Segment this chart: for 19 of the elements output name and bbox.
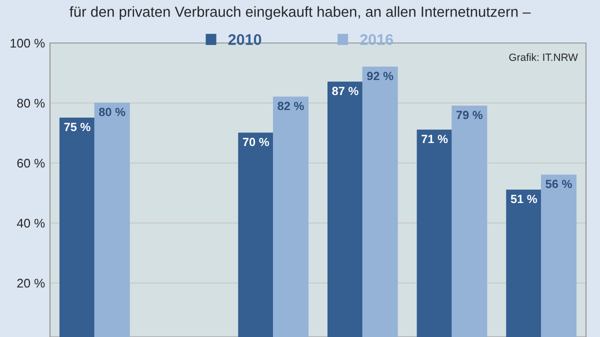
data-label: 71 %	[422, 134, 448, 144]
data-label: 70 %	[242, 138, 270, 146]
legend-label: 2016	[360, 34, 394, 45]
y-tick-label: 60 %	[17, 158, 45, 168]
y-tick-label: 20 %	[17, 278, 45, 288]
data-label: 51 %	[510, 194, 538, 204]
y-tick-label: 80 %	[17, 98, 45, 108]
data-label: 56 %	[546, 180, 572, 188]
data-label: 87 %	[332, 86, 358, 96]
data-label: 75 %	[64, 122, 90, 132]
data-label: 79 %	[456, 110, 483, 120]
y-tick-label: 40 %	[16, 218, 45, 228]
data-label: 92 %	[367, 72, 394, 80]
y-tick-label: 100 %	[10, 38, 45, 48]
data-label: 80 %	[99, 108, 126, 116]
chart-title: für den privaten Verbrauch eingekauft haben, an allen Internetnutzern –	[70, 6, 531, 20]
annotation: Grafik: IT.NRW	[509, 53, 578, 61]
legend-label: 2010	[228, 34, 262, 45]
data-label: 82 %	[278, 102, 304, 110]
